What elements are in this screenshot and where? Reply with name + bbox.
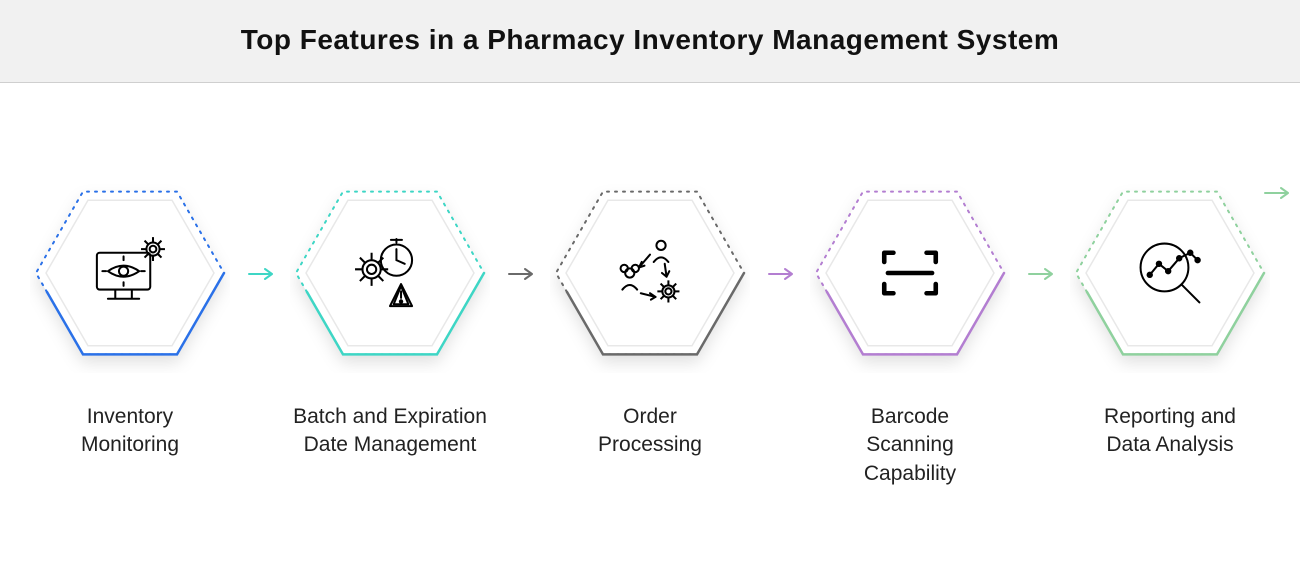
feature-label: InventoryMonitoring [81,403,179,460]
hexagon [290,173,490,373]
feature-label: BarcodeScanningCapability [864,403,956,488]
hexagon [30,173,230,373]
clock-gear-warning-icon [344,227,436,319]
connector-arrow-icon [508,267,536,281]
connector-arrow-icon [248,267,276,281]
feature-order-processing: OrderProcessing [540,173,760,488]
header: Top Features in a Pharmacy Inventory Man… [0,0,1300,83]
feature-reporting-analysis: Reporting andData Analysis [1060,173,1280,488]
feature-barcode-scanning: BarcodeScanningCapability [800,173,1020,488]
trailing-arrow-icon [1264,186,1292,200]
feature-label: OrderProcessing [598,403,702,460]
feature-inventory-monitoring: InventoryMonitoring [20,173,240,488]
barcode-frame-icon [864,227,956,319]
hexagon [1070,173,1270,373]
hexagon [810,173,1010,373]
hexagon [550,173,750,373]
connector-arrow-icon [1028,267,1056,281]
connector-arrow-icon [768,267,796,281]
feature-label: Batch and ExpirationDate Management [293,403,487,460]
feature-label: Reporting andData Analysis [1104,403,1236,460]
people-gear-flow-icon [604,227,696,319]
page-title: Top Features in a Pharmacy Inventory Man… [0,24,1300,56]
magnifier-chart-icon [1124,227,1216,319]
feature-batch-expiration: Batch and ExpirationDate Management [280,173,500,488]
monitor-eye-gear-icon [84,227,176,319]
features-diagram: InventoryMonitoring [0,83,1300,488]
